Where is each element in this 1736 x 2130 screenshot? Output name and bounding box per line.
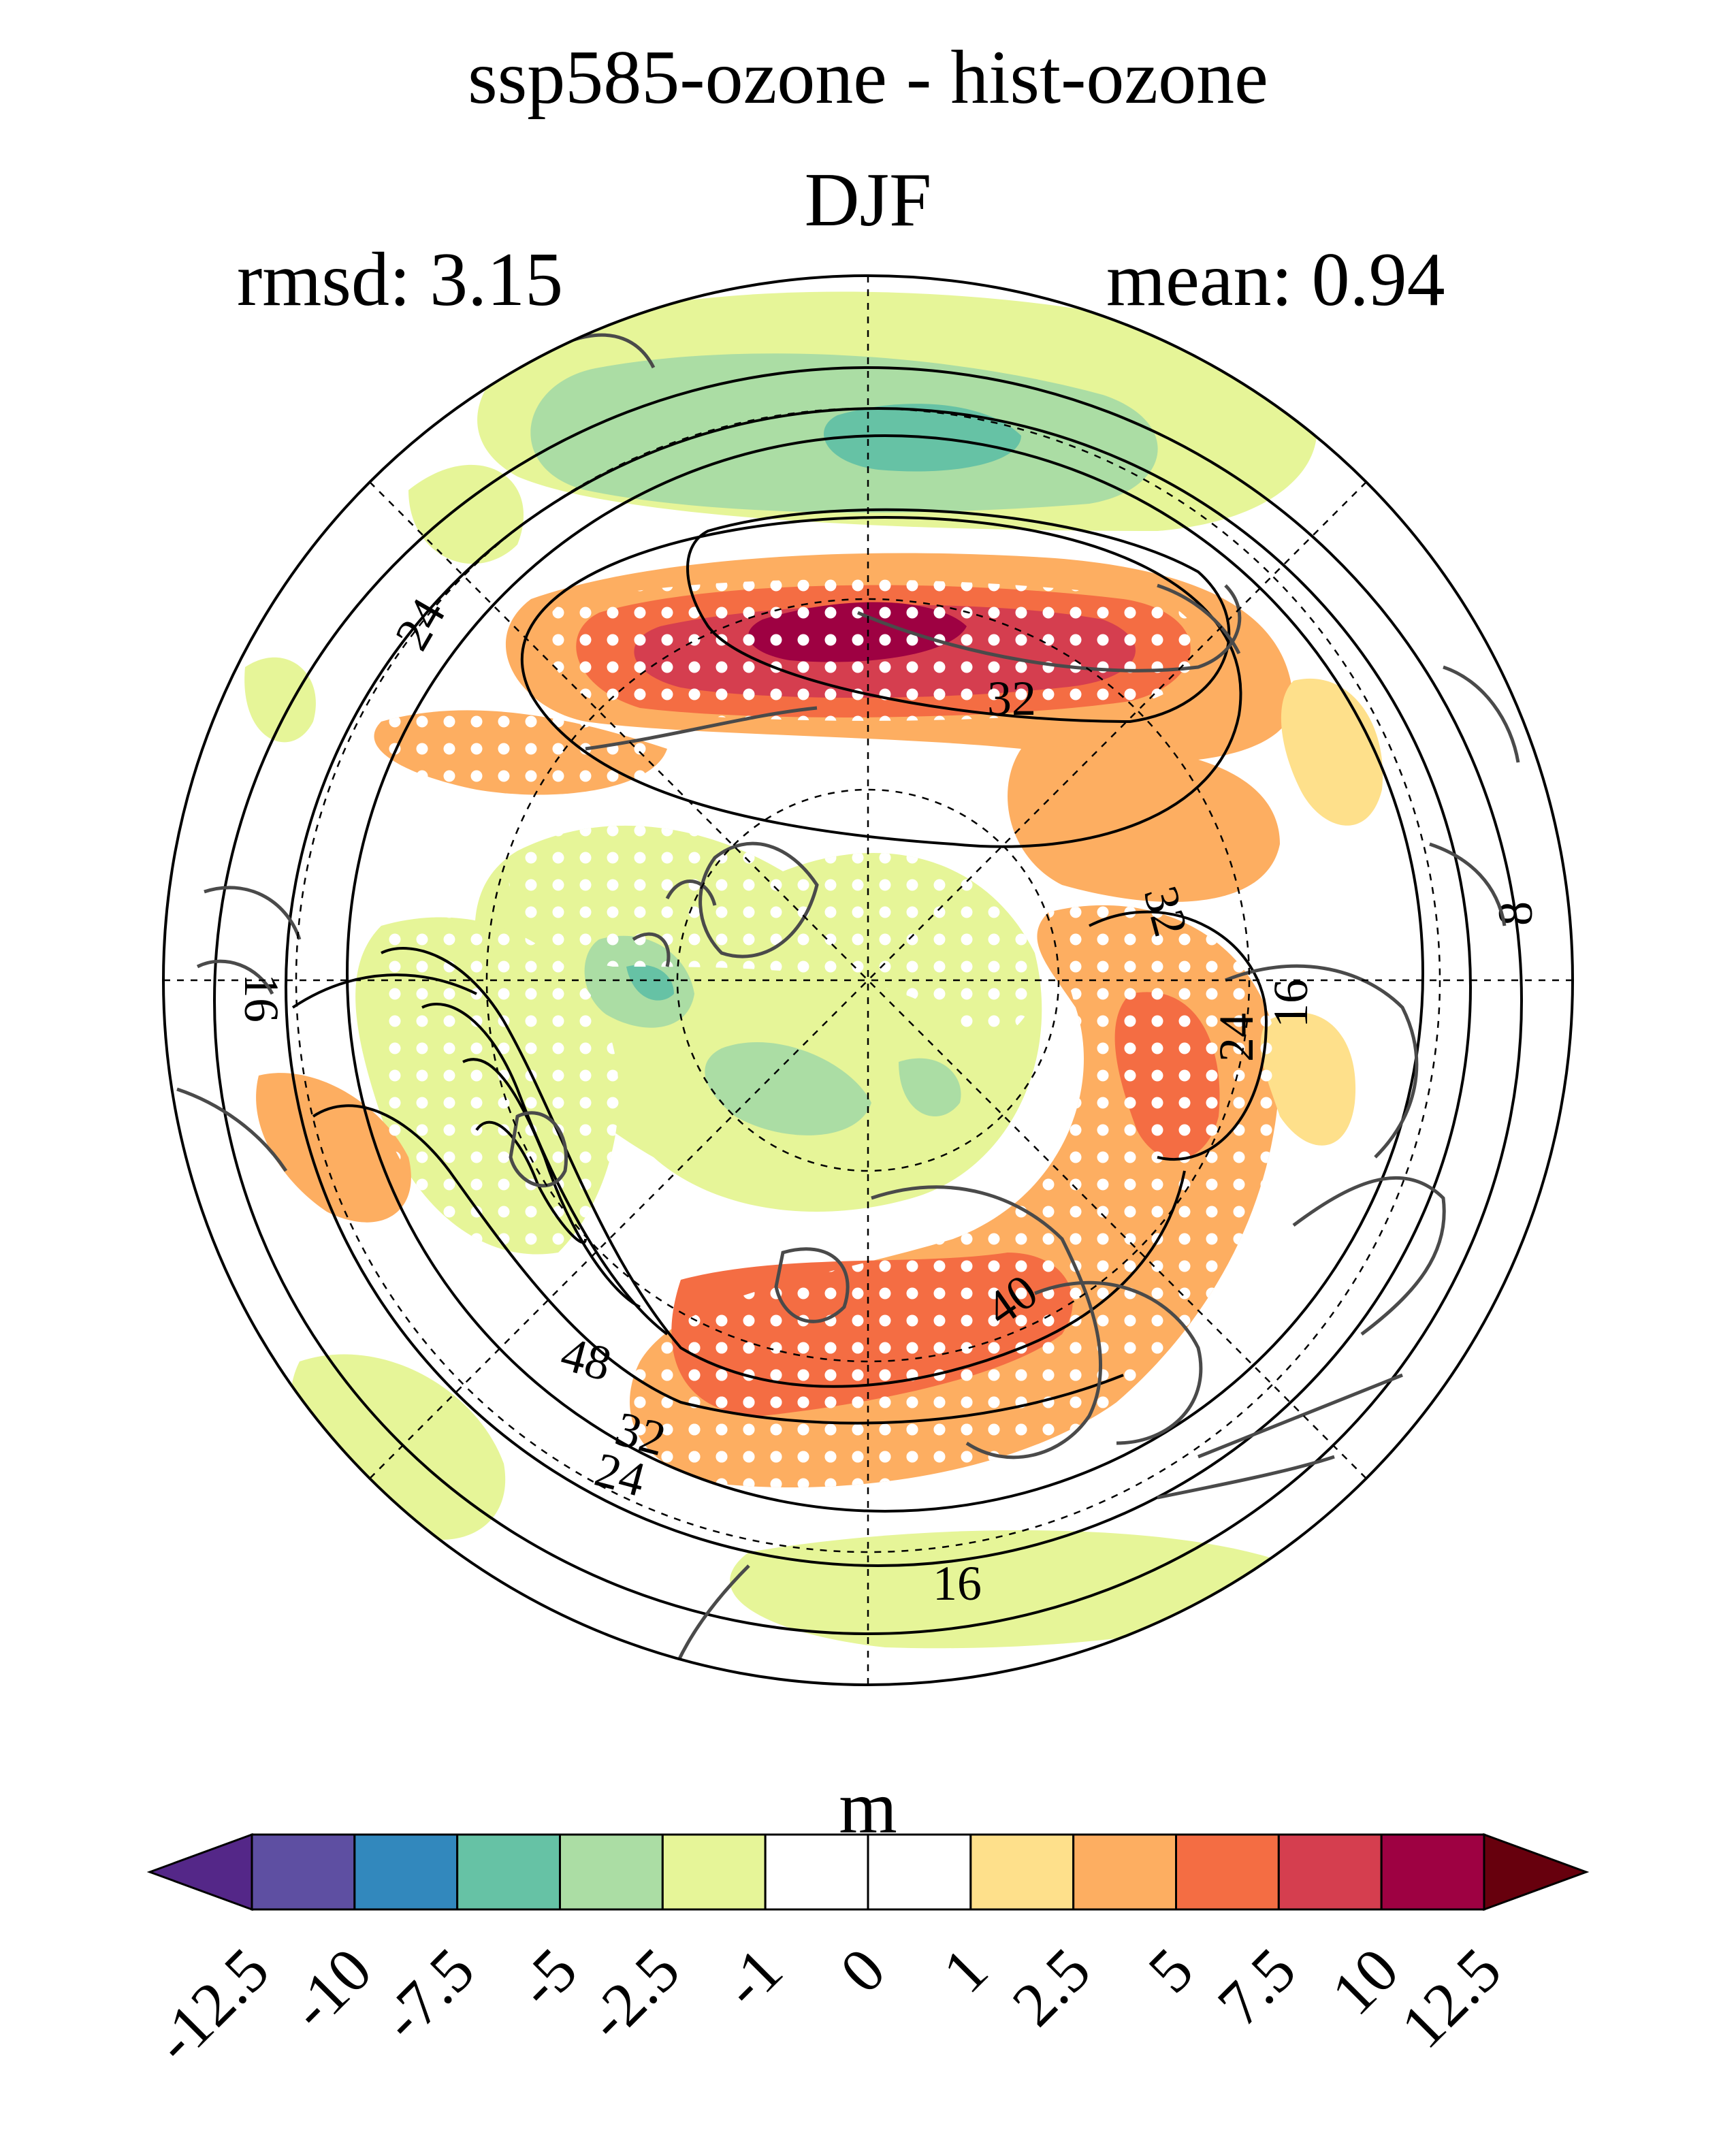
colorbar-over-arrow [1483, 1833, 1590, 1911]
colorbar-tick-label: -2.5 [573, 1935, 692, 2054]
colorbar-tick-label: -12.5 [141, 1935, 283, 2076]
map-disk: 24 32 32 16 8 16 24 40 48 32 24 16 [163, 276, 1573, 1685]
colorbar-tick-label: -7.5 [368, 1935, 487, 2054]
svg-text:16: 16 [234, 973, 289, 1022]
colorbar-bin [1175, 1833, 1280, 1911]
season-label: DJF [804, 158, 932, 242]
rmsd-label: rmsd: 3.15 [237, 238, 564, 322]
coastlines [176, 333, 1520, 1685]
svg-text:16: 16 [1264, 979, 1318, 1028]
colorbar-bin [1072, 1833, 1177, 1911]
colorbar-tick-label: 1 [929, 1935, 1001, 2006]
colorbar-unit: m [839, 1766, 897, 1849]
colorbar-bin [353, 1833, 459, 1911]
colorbar-bin [251, 1833, 356, 1911]
colorbar-bin [661, 1833, 767, 1911]
colorbar-tick-label: 12.5 [1387, 1935, 1514, 2061]
colorbar-bin [867, 1833, 972, 1911]
colorbar-bin [1277, 1833, 1383, 1911]
colorbar-bin [456, 1833, 562, 1911]
svg-text:16: 16 [933, 1556, 982, 1611]
colorbar-tick-label: 7.5 [1204, 1935, 1308, 2039]
colorbar-bin [559, 1833, 664, 1911]
colorbar-boxes [251, 1833, 1485, 1911]
colorbar-tick-label: -10 [276, 1935, 385, 2043]
graticule [163, 276, 1573, 1685]
colorbar-tick-label: 5 [1135, 1935, 1206, 2006]
colorbar-under-arrow [146, 1833, 253, 1911]
colorbar-tick-label: -1 [709, 1935, 795, 2020]
contour-lines [213, 366, 1523, 1635]
svg-text:24: 24 [1209, 1013, 1264, 1062]
colorbar-bin [764, 1833, 869, 1911]
colorbar-tick-label: 2.5 [999, 1935, 1103, 2039]
figure-title: ssp585-ozone - hist-ozone [468, 35, 1268, 120]
mean-label: mean: 0.94 [1106, 238, 1445, 322]
svg-text:32: 32 [987, 671, 1036, 726]
colorbar-tick-label: 0 [826, 1935, 898, 2006]
map-boundary [162, 274, 1574, 1686]
colorbar-bin [1380, 1833, 1485, 1911]
colorbar-bin [969, 1833, 1075, 1911]
svg-text:8: 8 [1488, 901, 1543, 926]
anomaly-fill [244, 291, 1383, 1649]
